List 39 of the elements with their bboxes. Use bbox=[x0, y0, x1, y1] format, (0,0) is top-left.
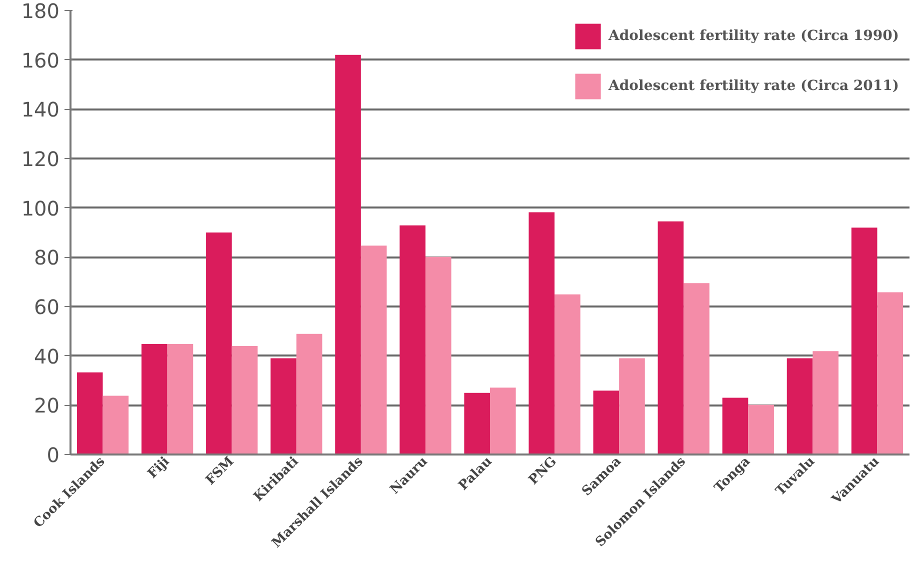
y-tick-label: 100 bbox=[21, 196, 60, 220]
legend-label: Adolescent fertility rate (Circa 1990) bbox=[608, 28, 899, 44]
bar bbox=[296, 334, 322, 454]
bar bbox=[464, 392, 490, 454]
bar bbox=[722, 398, 748, 454]
bar bbox=[360, 246, 387, 454]
y-tick-label: 0 bbox=[46, 443, 60, 467]
bar bbox=[102, 396, 129, 454]
y-tick-label: 160 bbox=[21, 48, 60, 72]
bar bbox=[554, 294, 580, 454]
bar bbox=[167, 344, 194, 454]
bar bbox=[335, 54, 361, 454]
bar bbox=[490, 388, 516, 454]
bar bbox=[786, 358, 813, 454]
bar bbox=[400, 225, 426, 454]
bar bbox=[270, 358, 296, 454]
bar bbox=[748, 404, 774, 454]
bar bbox=[425, 256, 452, 454]
bar bbox=[76, 372, 103, 454]
bar bbox=[658, 221, 684, 454]
bar bbox=[206, 232, 232, 454]
x-tick-label: Fiji bbox=[145, 454, 173, 482]
y-tick-label: 20 bbox=[34, 394, 60, 418]
bar bbox=[141, 344, 168, 454]
bar bbox=[528, 212, 555, 454]
legend-label: Adolescent fertility rate (Circa 2011) bbox=[608, 78, 899, 94]
bar bbox=[812, 351, 839, 454]
bar bbox=[619, 358, 645, 454]
bar bbox=[877, 292, 904, 454]
y-tick-label: 60 bbox=[34, 295, 60, 319]
bar bbox=[684, 283, 710, 454]
bar bbox=[232, 346, 258, 454]
y-tick-label: 120 bbox=[21, 147, 60, 171]
y-tick-label: 40 bbox=[34, 344, 60, 368]
bar bbox=[593, 390, 620, 454]
y-tick-label: 180 bbox=[21, 0, 60, 23]
y-tick-label: 140 bbox=[21, 98, 60, 122]
y-tick-label: 80 bbox=[34, 246, 60, 270]
bar bbox=[851, 228, 878, 454]
